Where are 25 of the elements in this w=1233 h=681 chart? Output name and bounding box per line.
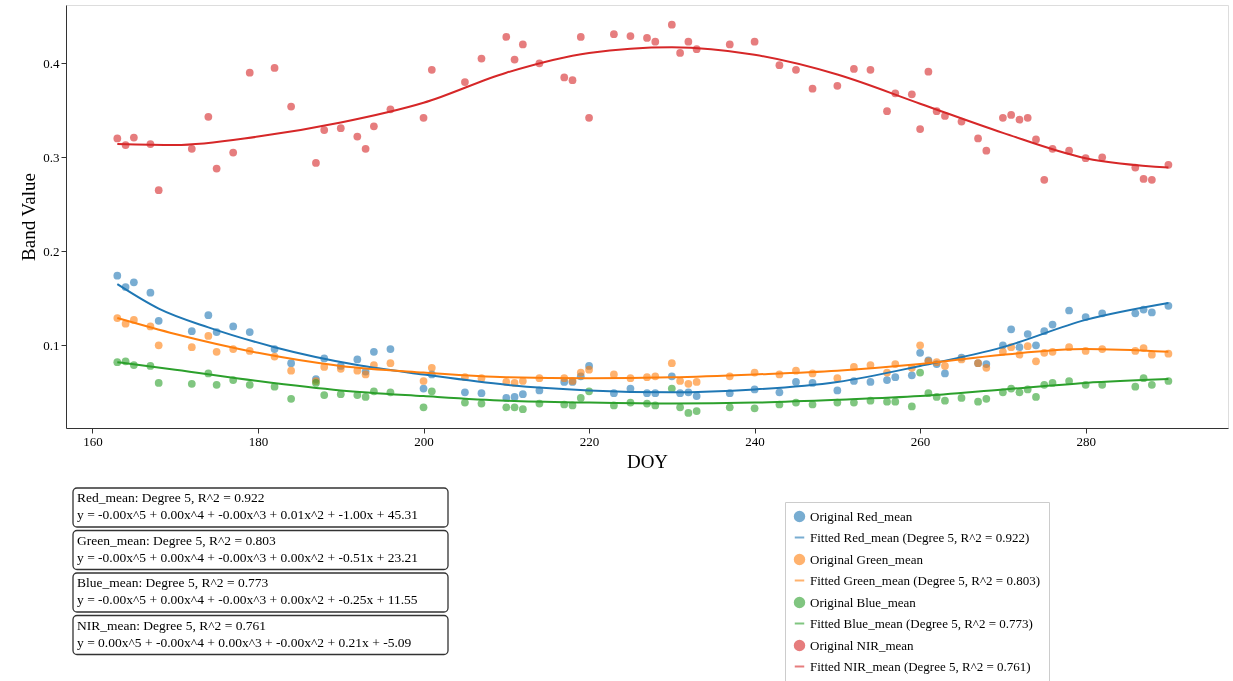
y-axis-title: Band Value (18, 173, 40, 261)
legend-label: Fitted NIR_mean (Degree 5, R^2 = 0.761) (810, 658, 1031, 674)
text: NIR_mean: Degree 5, R^2 = 0.761 y = 0.00x^5 + -0.00x^4 + 0.00x^3 + -0.00x^2 + 0.21x + -5.09 (77, 617, 412, 650)
x-tick-label: 280 (1076, 433, 1096, 449)
x-tick-label: 180 (248, 433, 269, 449)
legend-label: Fitted Blue_mean (Degree 5, R^2 = 0.773) (810, 615, 1033, 631)
legend-label: Fitted Green_mean (Degree 5, R^2 = 0.803) (810, 572, 1041, 588)
legend-label: Original Blue_mean (810, 594, 917, 610)
text: Red_mean: Degree 5, R^2 = 0.922 y = -0.00x^5 + 0.00x^4 + -0.00x^3 + 0.01x^2 + -1.00x + 45.31 (77, 490, 419, 522)
text: Blue_mean: Degree 5, R^2 = 0.773 y = -0.00x^5 + 0.00x^4 + -0.00x^3 + 0.00x^2 + -0.25x + 11.55 (77, 575, 418, 607)
legend-label: Original Green_mean (810, 551, 924, 567)
legend-label: Fitted Red_mean (Degree 5, R^2 = 0.922) (810, 529, 1030, 545)
x-tick-label: 200 (414, 433, 434, 449)
y-tick-label: 0.4 (43, 55, 60, 71)
y-tick-label: 0.2 (43, 243, 60, 259)
y-tick-label: 0.3 (43, 149, 60, 165)
x-tick-label: 260 (910, 433, 931, 449)
x-tick-label: 240 (745, 433, 765, 449)
x-tick-label: 160 (83, 433, 103, 449)
legend-label: Original NIR_mean (810, 637, 915, 653)
x-tick-label: 220 (579, 433, 600, 449)
y-tick-label: 0.1 (43, 337, 60, 353)
text: Green_mean: Degree 5, R^2 = 0.803 y = -0.00x^5 + 0.00x^4 + -0.00x^3 + 0.00x^2 + -0.51x + 23.21 (77, 532, 419, 565)
x-axis-title: DOY (626, 450, 669, 472)
legend-label: Original Red_mean (810, 508, 913, 524)
